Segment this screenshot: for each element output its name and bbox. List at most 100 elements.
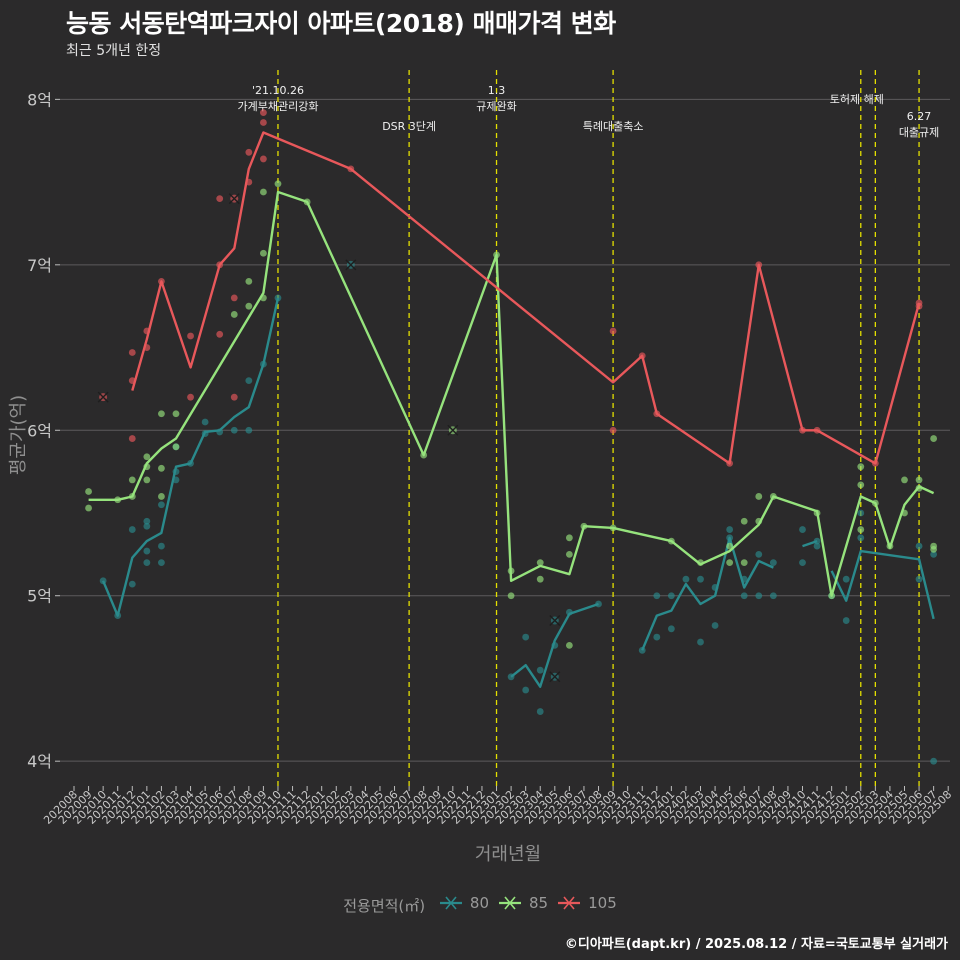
data-point — [260, 109, 267, 116]
data-point — [260, 249, 267, 257]
series-80 — [99, 259, 938, 765]
data-point — [930, 435, 938, 442]
data-point — [172, 443, 180, 451]
data-point — [230, 393, 238, 401]
data-point — [245, 277, 253, 285]
data-point — [187, 393, 194, 401]
data-point — [128, 476, 136, 484]
data-point — [842, 575, 850, 583]
legend-key — [558, 896, 581, 910]
data-point — [143, 559, 151, 567]
data-point — [565, 641, 573, 649]
data-point — [172, 410, 180, 418]
data-point — [726, 542, 734, 550]
data-point — [245, 426, 253, 434]
data-point — [216, 330, 224, 338]
series-layer — [85, 109, 938, 765]
data-point — [128, 349, 136, 356]
data-point — [158, 464, 165, 472]
data-point — [187, 332, 194, 340]
event-label: DSR 3단계 — [382, 120, 436, 133]
data-point — [536, 575, 544, 583]
legend-cross — [445, 896, 457, 910]
data-point — [915, 575, 923, 583]
data-point — [653, 633, 661, 641]
data-point — [857, 509, 865, 517]
legend-item-85: 85 — [497, 894, 548, 912]
data-point — [755, 550, 763, 558]
data-point — [565, 550, 573, 558]
data-point — [128, 435, 136, 442]
data-point — [740, 592, 748, 600]
legend-title: 전용면적(㎡) — [343, 897, 426, 915]
data-point — [711, 622, 719, 629]
series-85 — [85, 180, 938, 649]
series-line — [802, 539, 818, 548]
data-point — [536, 559, 544, 567]
series-105 — [97, 109, 923, 467]
data-point — [85, 504, 92, 512]
data-point — [507, 592, 515, 600]
legend-key — [439, 896, 462, 910]
y-tick-label: 4억 — [27, 752, 52, 771]
data-point — [915, 476, 923, 484]
data-point — [128, 580, 136, 588]
source-caption: ©디아파트(dapt.kr) / 2025.08.12 / 자료=국토교통부 실… — [564, 937, 948, 952]
data-point — [682, 575, 690, 583]
data-point — [697, 575, 704, 583]
data-point — [755, 592, 763, 600]
event-label: 대출규제 — [899, 126, 939, 139]
series-line — [88, 190, 935, 597]
cross-point — [228, 193, 240, 205]
data-point — [799, 526, 806, 533]
data-point — [842, 617, 850, 624]
data-point — [158, 501, 165, 509]
event-label: 6.27 — [907, 110, 932, 123]
data-point — [740, 559, 748, 567]
legend-item-105: 105 — [556, 894, 617, 912]
data-point — [536, 708, 544, 715]
legend: 전용면적(㎡) 80 85 105 — [0, 894, 960, 916]
data-point — [857, 534, 865, 542]
data-point — [260, 155, 267, 163]
data-point — [857, 481, 865, 489]
event-label: 특례대출축소 — [583, 120, 644, 133]
series-line — [510, 602, 599, 688]
data-point — [653, 592, 661, 600]
cross-point — [549, 671, 561, 683]
data-point — [143, 547, 151, 555]
data-point — [143, 476, 151, 484]
cross-point — [549, 615, 561, 627]
grid — [60, 98, 950, 762]
y-tick-label: 6억 — [27, 421, 52, 440]
data-point — [216, 195, 224, 203]
data-point — [158, 493, 165, 500]
series-line — [830, 549, 935, 620]
data-point — [726, 526, 734, 533]
series-line — [131, 131, 921, 465]
series-line — [641, 536, 774, 651]
data-point — [274, 180, 282, 188]
legend-label: 80 — [469, 894, 490, 912]
data-point — [609, 327, 617, 335]
data-point — [930, 546, 938, 553]
data-point — [245, 148, 253, 156]
data-point — [143, 517, 151, 525]
y-tick-label: 7억 — [27, 256, 52, 275]
data-point — [522, 686, 530, 694]
data-point — [930, 550, 938, 558]
data-point — [915, 542, 923, 550]
legend-label: 105 — [588, 894, 617, 912]
y-axis: 4억 5억 6억 7억 8억 — [27, 90, 60, 771]
data-point — [260, 119, 267, 126]
data-point — [740, 517, 748, 525]
legend-cross — [504, 896, 516, 910]
data-point — [201, 418, 209, 426]
series-line — [101, 297, 280, 617]
legend-cross — [563, 896, 575, 910]
data-point — [769, 559, 777, 567]
data-point — [799, 559, 806, 567]
event-label: 토허제 해제 — [830, 92, 884, 106]
data-point — [230, 294, 238, 302]
